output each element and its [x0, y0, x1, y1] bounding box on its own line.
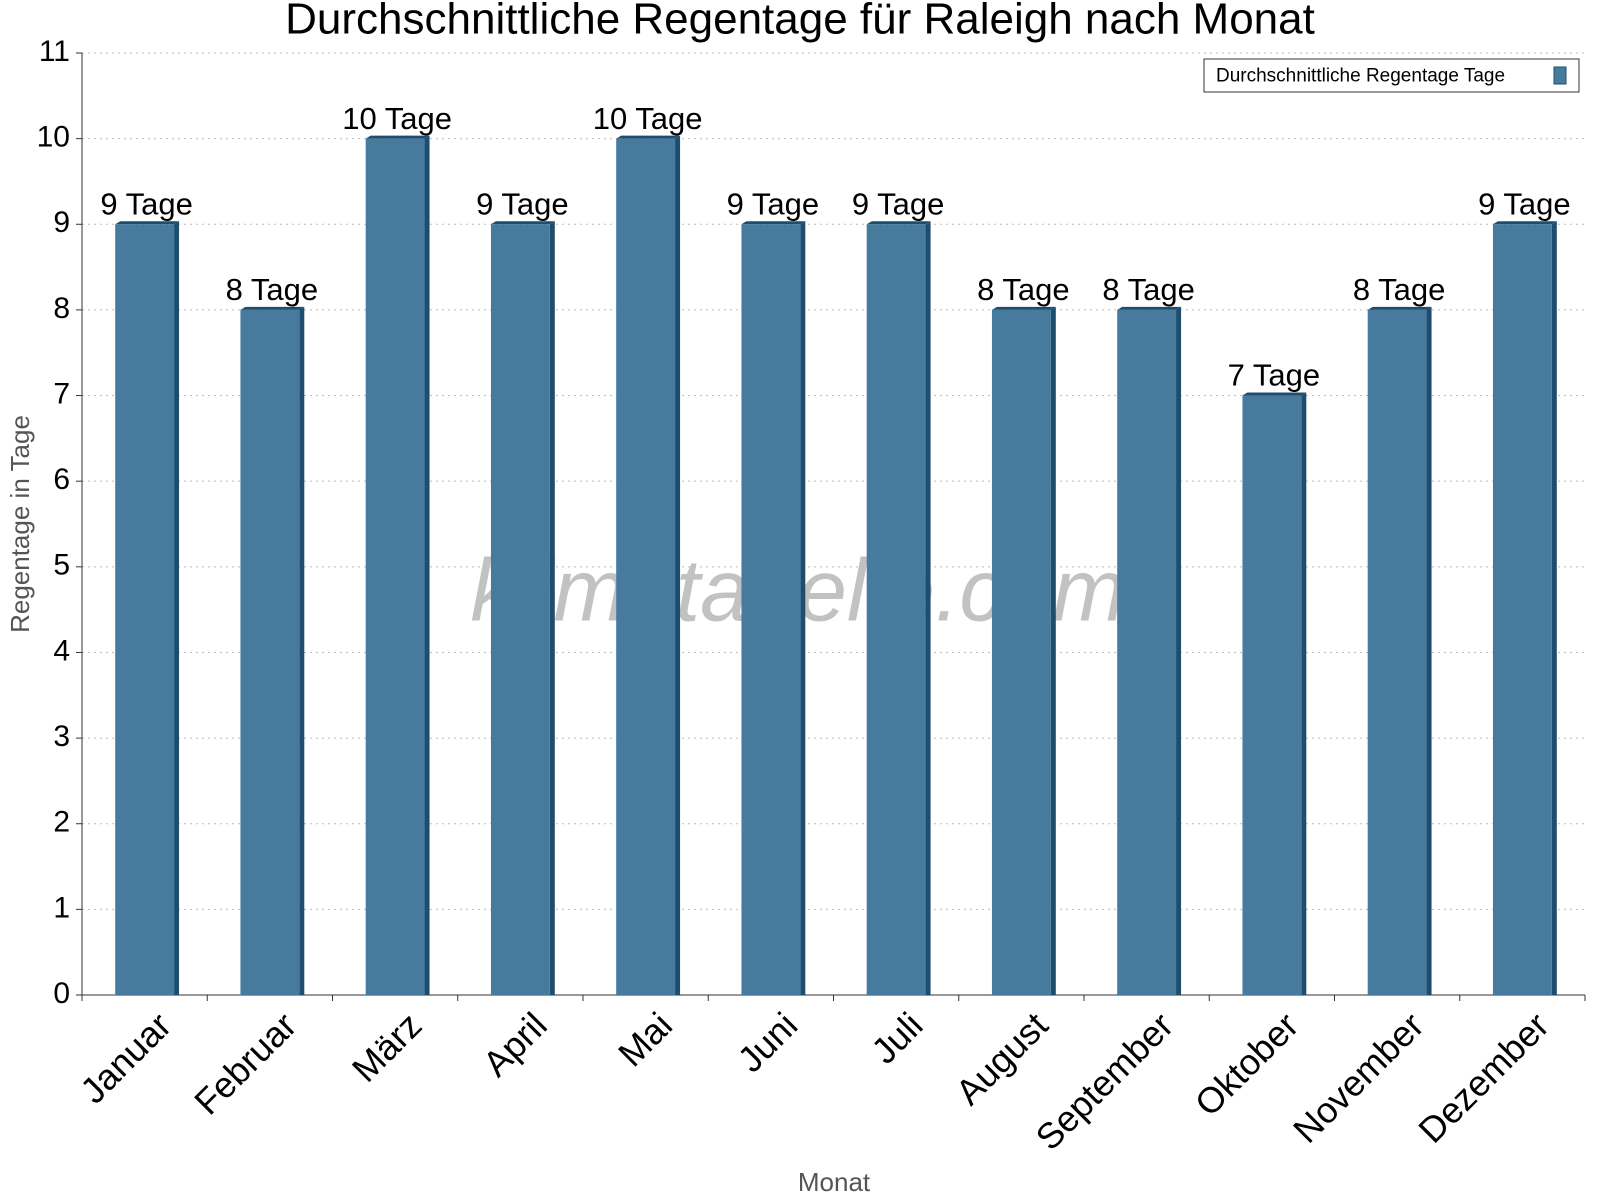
y-tick-label: 10 [37, 121, 70, 154]
bar-side [174, 221, 180, 996]
y-tick-label: 6 [53, 463, 70, 496]
bar-top [616, 135, 681, 139]
bar-top [1242, 392, 1307, 396]
value-label: 10 Tage [342, 101, 452, 136]
value-label: 9 Tage [852, 186, 945, 221]
value-label: 8 Tage [1102, 272, 1195, 307]
bar-top [741, 221, 806, 225]
y-tick-label: 4 [53, 634, 70, 667]
x-tick-label: Mai [610, 1004, 680, 1074]
bar [741, 224, 801, 996]
y-tick-label: 3 [53, 720, 70, 753]
y-tick-label: 7 [53, 377, 70, 410]
x-tick-label: November [1285, 1004, 1431, 1150]
legend-label: Durchschnittliche Regentage Tage [1216, 66, 1505, 87]
value-label: 9 Tage [1478, 186, 1571, 221]
value-label: 9 Tage [100, 186, 193, 221]
x-tick-label: April [475, 1004, 555, 1084]
bar-top [240, 306, 305, 310]
bar [115, 224, 175, 996]
bar [1117, 309, 1177, 996]
value-label: 8 Tage [1353, 272, 1446, 307]
value-label: 9 Tage [727, 186, 820, 221]
bar-side [800, 221, 806, 996]
bar [365, 138, 425, 996]
y-tick-label: 11 [39, 35, 70, 68]
legend-swatch [1553, 66, 1567, 85]
bar-top [490, 221, 555, 225]
value-label: 8 Tage [226, 272, 319, 307]
bar [991, 309, 1051, 996]
bar-side [1050, 306, 1056, 996]
chart-title: Durchschnittliche Regentage für Raleigh … [285, 0, 1315, 44]
y-tick-label: 0 [53, 977, 70, 1010]
value-label: 10 Tage [593, 101, 703, 136]
x-tick-label: Juni [730, 1004, 806, 1080]
value-label: 8 Tage [977, 272, 1070, 307]
y-tick-label: 8 [53, 292, 70, 325]
bar-side [1301, 392, 1307, 996]
bar-side [549, 221, 555, 996]
bar-top [115, 221, 180, 225]
bar-top [991, 306, 1056, 310]
x-tick-label: Oktober [1187, 1004, 1307, 1124]
bar [866, 224, 926, 996]
value-label: 7 Tage [1228, 358, 1321, 393]
bar-side [299, 306, 305, 996]
x-tick-label: Dezember [1410, 1004, 1556, 1150]
bar-top [1117, 306, 1182, 310]
x-axis-label: Monat [798, 1167, 871, 1197]
y-tick-label: 2 [53, 806, 70, 839]
x-tick-label: März [344, 1004, 430, 1090]
bar-top [1492, 221, 1557, 225]
bar [1492, 224, 1552, 996]
x-tick-label: Januar [72, 1004, 179, 1111]
y-tick-label: 5 [53, 549, 70, 582]
y-tick-label: 1 [53, 891, 70, 924]
bar-side [1551, 221, 1557, 996]
bar [1242, 395, 1302, 996]
bar [616, 138, 676, 996]
bar-top [365, 135, 430, 139]
x-tick-label: September [1027, 1004, 1181, 1158]
legend-box [1203, 58, 1580, 93]
bar [240, 309, 300, 996]
x-tick-label: Juli [863, 1004, 930, 1071]
bar-side [925, 221, 931, 996]
bar-top [1367, 306, 1432, 310]
y-axis-label: Regentage in Tage [5, 415, 35, 633]
bar-side [675, 135, 681, 996]
bar-side [1176, 306, 1182, 996]
bar [490, 224, 550, 996]
bar-side [424, 135, 430, 996]
bar-top [866, 221, 931, 225]
bar [1367, 309, 1427, 996]
y-tick-label: 9 [53, 206, 70, 239]
bar-side [1426, 306, 1432, 996]
value-label: 9 Tage [476, 186, 569, 221]
x-tick-label: August [948, 1004, 1056, 1112]
x-tick-label: Februar [186, 1004, 304, 1122]
